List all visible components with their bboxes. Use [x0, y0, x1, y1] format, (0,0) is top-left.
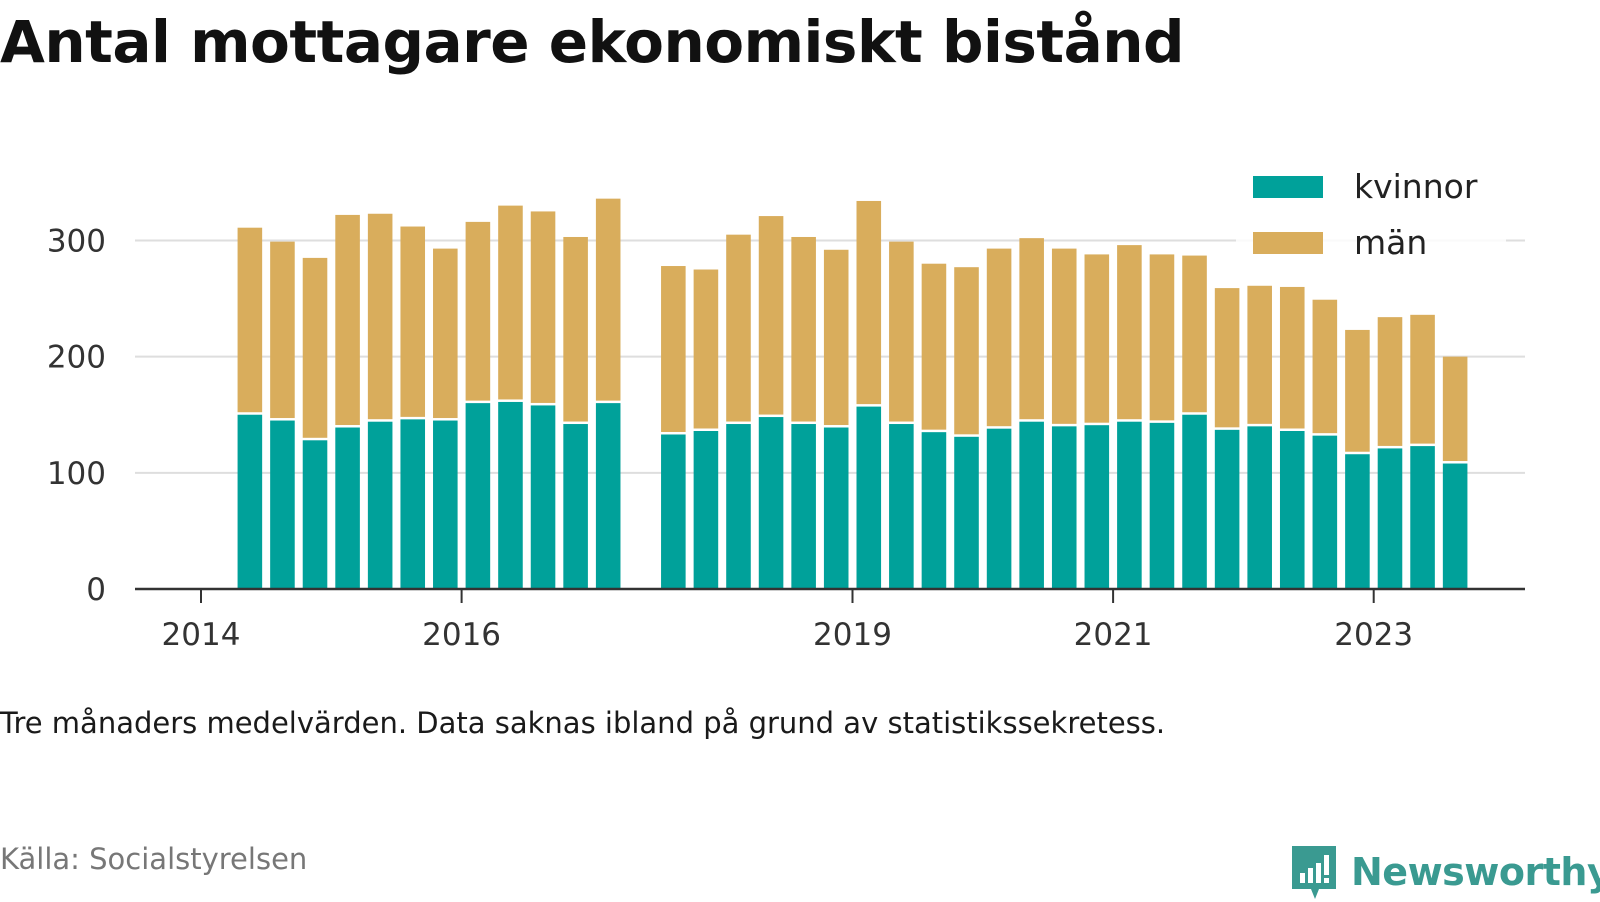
legend: kvinnor män: [1236, 163, 1506, 273]
x-tick-label: 2023: [1334, 617, 1413, 653]
bar-kvinnor: [530, 405, 556, 589]
bar-kvinnor: [270, 420, 295, 589]
bar-kvinnor: [1345, 454, 1370, 589]
x-tick-label: 2019: [813, 617, 892, 653]
bar-man: [595, 198, 621, 401]
bar-kvinnor: [856, 406, 882, 589]
bar-kvinnor: [1084, 425, 1110, 589]
bar-man: [1442, 356, 1468, 462]
bar-man: [726, 234, 751, 422]
bar-kvinnor: [595, 403, 621, 589]
bar-man: [1182, 255, 1207, 413]
bar-kvinnor: [954, 436, 979, 589]
bar-man: [465, 221, 491, 401]
bar-kvinnor: [889, 424, 914, 589]
axes: 0 100 200 300 2014 2016 2019 2021 2023: [47, 223, 1525, 653]
bar-man: [823, 249, 849, 426]
bar-kvinnor: [1377, 448, 1403, 589]
bar-kvinnor: [726, 424, 751, 589]
bar-man: [889, 241, 914, 422]
bar-man: [758, 216, 784, 415]
y-tick-label: 0: [86, 572, 106, 608]
chart-title: Antal mottagare ekonomiskt bistånd: [0, 8, 1185, 76]
bar-kvinnor: [1247, 426, 1272, 589]
bar-man: [1345, 329, 1370, 452]
bar-man: [1117, 245, 1142, 420]
legend-label: kvinnor: [1354, 167, 1478, 206]
bar-kvinnor: [1410, 446, 1435, 589]
bar-man: [400, 226, 426, 417]
bar-man: [1019, 238, 1044, 420]
x-tick-label: 2014: [162, 617, 241, 653]
bar-man: [1051, 248, 1077, 424]
bar-kvinnor: [986, 428, 1012, 589]
newsworthy-logo-icon: [1292, 846, 1336, 899]
bar-man: [498, 205, 523, 400]
bar-man: [1247, 285, 1272, 424]
bar-man: [530, 211, 556, 403]
stacked-bar-chart: 0 100 200 300 2014 2016 2019 2021 2023 kvinnor mä…: [46, 163, 1525, 653]
bar-kvinnor: [1051, 426, 1077, 589]
bar-kvinnor: [367, 421, 393, 589]
bar-man: [1377, 317, 1403, 446]
bar-man: [1084, 254, 1110, 423]
bar-kvinnor: [758, 417, 784, 589]
bar-man: [302, 257, 328, 438]
bar-kvinnor: [823, 427, 849, 589]
bar-man: [856, 200, 882, 405]
bar-kvinnor: [1149, 422, 1175, 589]
y-tick-label: 300: [47, 223, 106, 259]
legend-label: män: [1354, 223, 1427, 262]
bars: [237, 198, 1468, 589]
y-tick-label: 200: [47, 340, 106, 376]
bar-man: [1279, 286, 1305, 429]
bar-kvinnor: [1117, 421, 1142, 589]
bar-man: [986, 248, 1012, 427]
x-tick-label: 2016: [422, 617, 501, 653]
bar-kvinnor: [661, 434, 686, 589]
bar-man: [335, 214, 360, 426]
chart-note: Tre månaders medelvärden. Data saknas ib…: [0, 706, 1166, 740]
bar-man: [954, 267, 979, 435]
bar-man: [1312, 299, 1338, 434]
bar-kvinnor: [693, 431, 719, 589]
bar-kvinnor: [465, 403, 491, 589]
bar-man: [1149, 254, 1175, 421]
bar-kvinnor: [1019, 421, 1044, 589]
bar-man: [661, 266, 686, 432]
bar-man: [921, 263, 947, 430]
bar-man: [1410, 314, 1435, 444]
brand-name: Newsworthy: [1351, 850, 1600, 894]
bar-kvinnor: [498, 401, 523, 589]
bar-kvinnor: [1442, 463, 1468, 589]
bar-kvinnor: [1214, 429, 1240, 589]
bar-man: [693, 269, 719, 429]
bar-man: [791, 236, 816, 422]
bar-kvinnor: [1312, 435, 1338, 589]
bar-man: [237, 227, 263, 413]
bar-man: [270, 241, 295, 419]
bar-man: [563, 236, 588, 422]
source-text: Källa: Socialstyrelsen: [0, 842, 308, 876]
bar-kvinnor: [791, 424, 816, 589]
bar-man: [433, 248, 458, 419]
bar-kvinnor: [400, 419, 426, 589]
bar-kvinnor: [921, 432, 947, 589]
legend-swatch: [1253, 232, 1323, 254]
bar-man: [367, 213, 393, 420]
bar-kvinnor: [237, 414, 263, 589]
bar-man: [1214, 288, 1240, 428]
x-tick-label: 2021: [1074, 617, 1153, 653]
bar-kvinnor: [335, 427, 360, 589]
bar-kvinnor: [1279, 431, 1305, 589]
newsworthy-brand[interactable]: Newsworthy: [1289, 842, 1600, 902]
legend-swatch: [1253, 176, 1323, 198]
bar-kvinnor: [302, 440, 328, 589]
y-tick-label: 100: [47, 456, 106, 492]
bar-kvinnor: [433, 420, 458, 589]
bar-kvinnor: [1182, 414, 1207, 589]
bar-kvinnor: [563, 424, 588, 589]
